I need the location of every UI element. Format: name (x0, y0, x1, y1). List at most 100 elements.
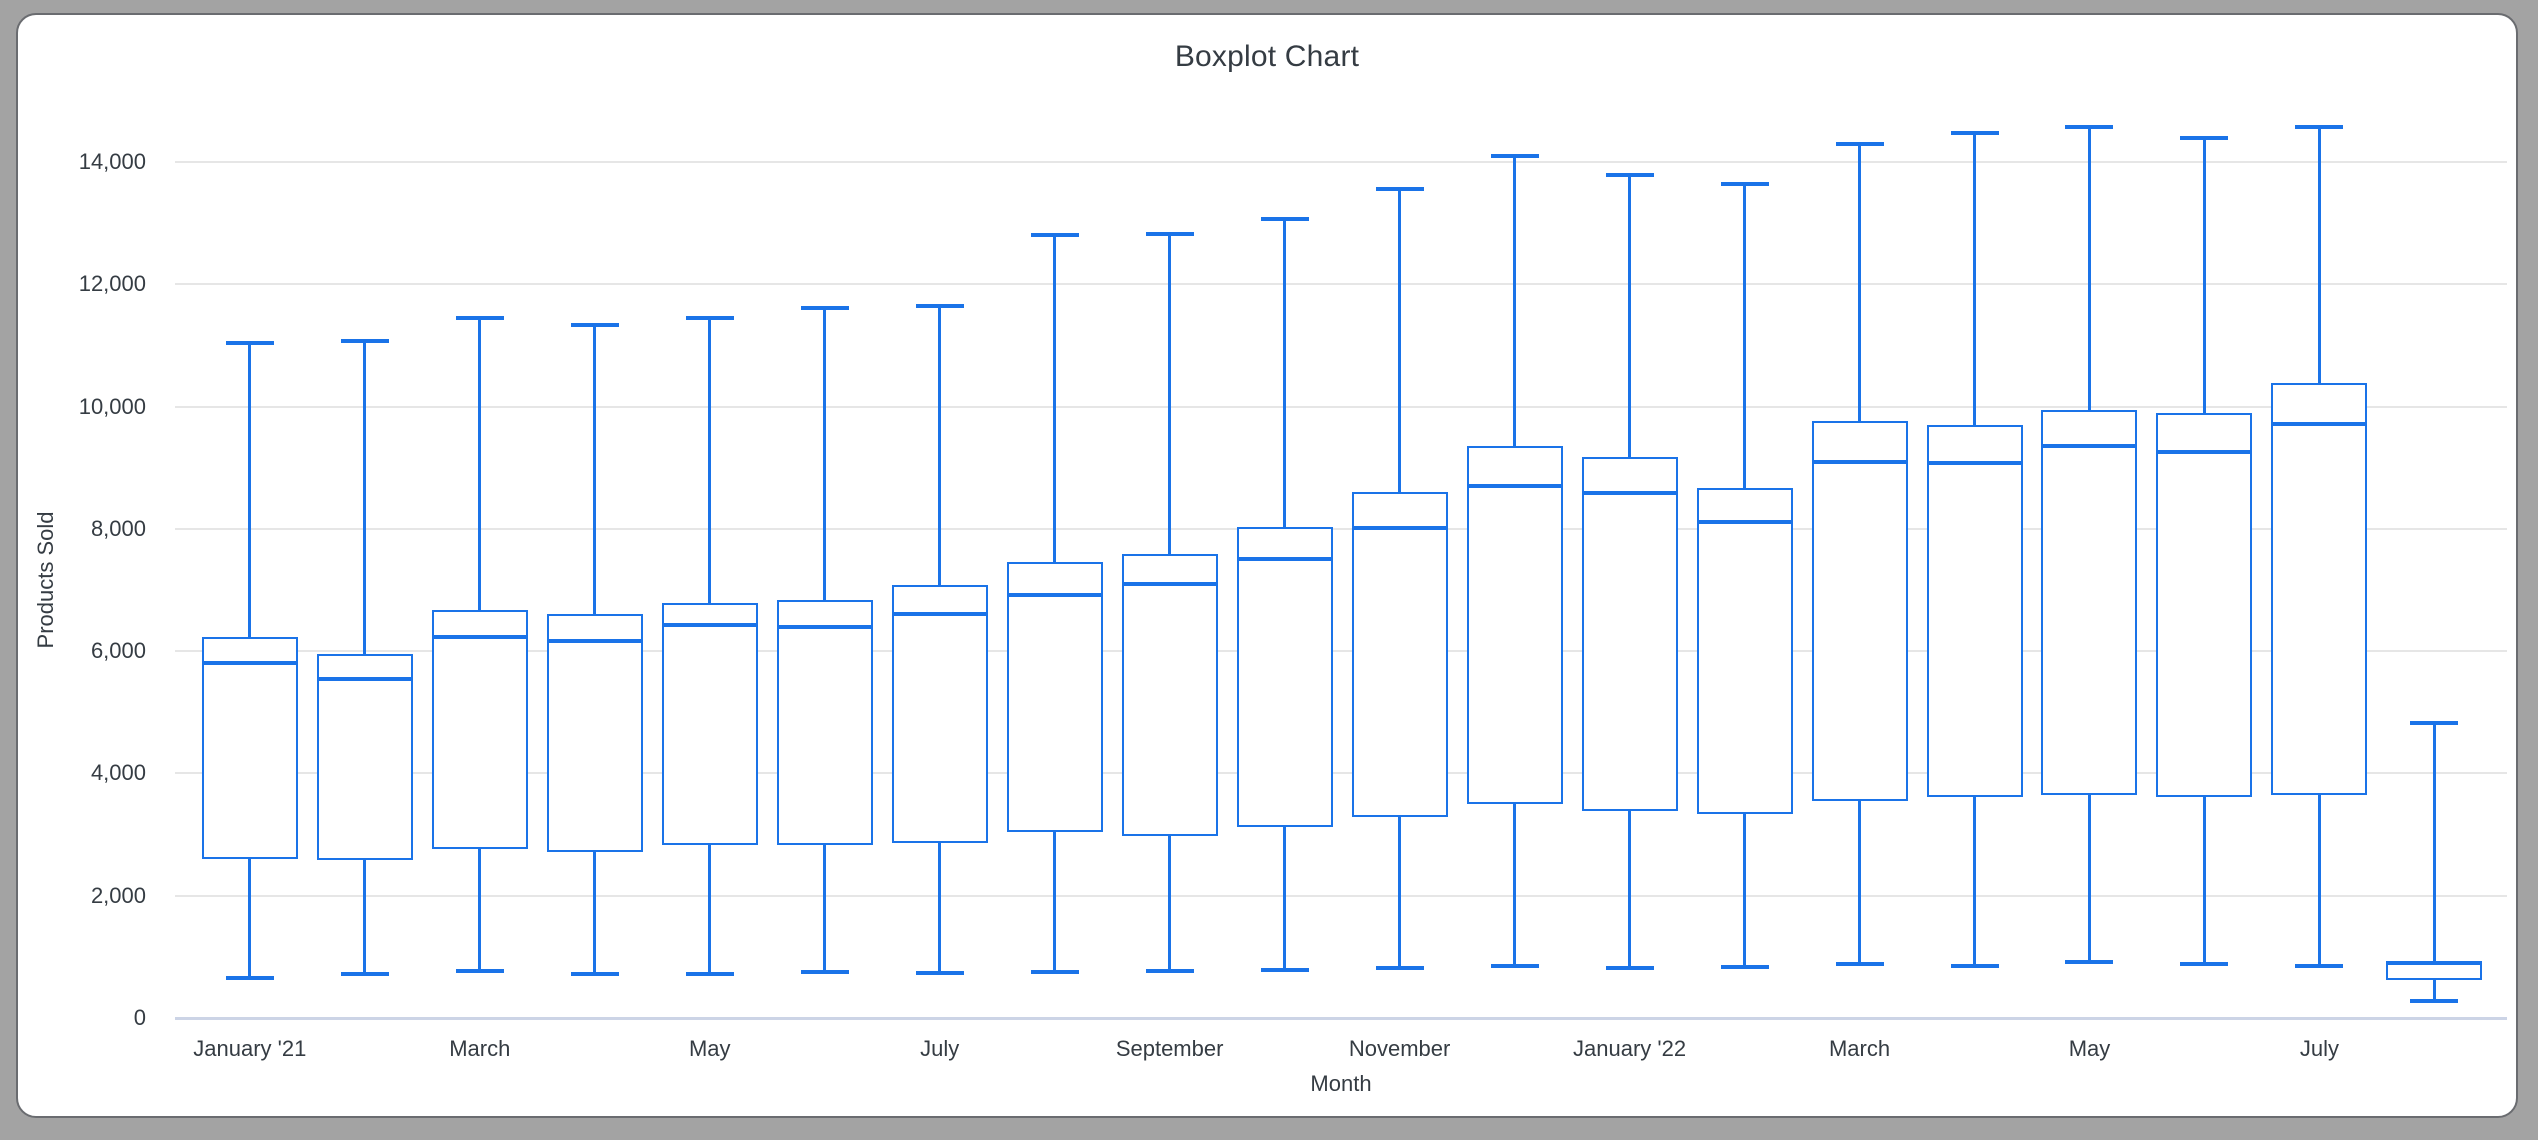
whisker-stem-lower (2202, 797, 2206, 965)
boxplot-august-8[interactable] (1006, 232, 1103, 974)
iqr-box (316, 653, 413, 860)
y-axis-tick-label: 0 (133, 1005, 146, 1030)
whisker-stem-upper (2087, 127, 2091, 410)
whisker-stem-upper (2317, 127, 2321, 383)
whisker-cap-min (1605, 966, 1654, 971)
median-line (1351, 526, 1448, 531)
median-line (1121, 582, 1218, 587)
whisker-stem-upper (363, 341, 367, 654)
whisker-stem-upper (1398, 188, 1402, 492)
x-axis-tick-label: July (2299, 1036, 2339, 1061)
whisker-cap-min (2295, 964, 2344, 969)
boxplot-april-16[interactable] (1926, 131, 2023, 969)
boxplot-july-19[interactable] (2271, 125, 2368, 969)
whisker-stem-lower (1513, 803, 1517, 966)
whisker-stem-upper (2202, 137, 2206, 414)
boxplot-february-2[interactable] (316, 339, 413, 977)
gridline (175, 772, 2507, 775)
whisker-stem-upper (1053, 234, 1057, 563)
x-axis-tick-label: January '22 (1573, 1036, 1687, 1061)
iqr-box (1811, 421, 1908, 801)
median-line (316, 677, 413, 682)
boxplot-july-7[interactable] (891, 304, 988, 976)
iqr-box (1236, 527, 1333, 827)
whisker-stem-lower (708, 844, 712, 974)
whisker-cap-min (1950, 964, 1999, 969)
median-line (661, 623, 758, 628)
iqr-box (1006, 562, 1103, 833)
whisker-stem-lower (1743, 814, 1747, 967)
median-line (1696, 519, 1793, 524)
whisker-stem-lower (1858, 800, 1862, 965)
whisker-stem-lower (1628, 810, 1632, 969)
whisker-cap-min (225, 975, 274, 980)
whisker-cap-min (1720, 964, 1769, 969)
zero-axis-line (175, 1016, 2507, 1020)
gridline (175, 894, 2507, 897)
boxplot-march-3[interactable] (431, 315, 528, 973)
whisker-stem-upper (938, 306, 942, 586)
x-axis-title: Month (1310, 1071, 1372, 1096)
boxplot-november-11[interactable] (1351, 186, 1448, 970)
iqr-box (1351, 491, 1448, 818)
boxplot-august-20[interactable] (2386, 720, 2483, 1004)
chart-title: Boxplot Chart (1174, 40, 1360, 73)
boxplot-september-9[interactable] (1121, 231, 1218, 973)
whisker-stem-lower (1398, 817, 1402, 968)
median-line (201, 660, 298, 665)
iqr-box (661, 602, 758, 845)
gridline (175, 283, 2507, 286)
whisker-cap-min (570, 971, 619, 976)
iqr-box (2271, 382, 2368, 795)
whisker-cap-min (340, 972, 389, 977)
whisker-stem-upper (248, 342, 252, 638)
x-axis-tick-label: September (1115, 1036, 1224, 1061)
whisker-stem-lower (1168, 836, 1172, 971)
boxplot-october-10[interactable] (1236, 216, 1333, 972)
whisker-stem-lower (1283, 826, 1287, 970)
whisker-cap-min (455, 968, 504, 973)
boxplot-june-6[interactable] (776, 305, 873, 975)
whisker-cap-min (1145, 968, 1194, 973)
whisker-stem-upper (708, 317, 712, 603)
median-line (1006, 592, 1103, 597)
boxplot-march-15[interactable] (1811, 141, 1908, 967)
boxplot-april-4[interactable] (546, 322, 643, 976)
median-line (776, 624, 873, 629)
whisker-stem-lower (2317, 794, 2321, 967)
median-line (2041, 443, 2138, 448)
iqr-box (2041, 409, 2138, 795)
whisker-cap-min (2180, 962, 2229, 967)
boxplot-january-21-1[interactable] (201, 340, 298, 980)
whisker-stem-lower (363, 859, 367, 975)
median-line (431, 635, 528, 640)
boxplot-may-17[interactable] (2041, 125, 2138, 965)
x-axis-tick-label: January '21 (193, 1036, 307, 1061)
whisker-cap-min (1375, 965, 1424, 970)
boxplot-february-14[interactable] (1696, 182, 1793, 969)
iqr-box (1581, 457, 1678, 811)
whisker-stem-upper (1973, 133, 1976, 425)
x-axis-tick-label: May (688, 1036, 731, 1061)
median-line (2156, 449, 2253, 454)
iqr-box (1121, 553, 1218, 837)
whisker-stem-upper (478, 317, 482, 611)
boxplot-january-22-13[interactable] (1581, 173, 1678, 971)
whisker-stem-upper (1858, 143, 1862, 422)
whisker-stem-lower (2087, 794, 2091, 963)
median-line (1236, 557, 1333, 562)
whisker-cap-min (1260, 967, 1309, 972)
boxplot-may-5[interactable] (661, 315, 758, 976)
y-axis-tick-label: 8,000 (90, 515, 146, 541)
whisker-stem-upper (1743, 184, 1747, 488)
whisker-cap-min (1030, 969, 1079, 974)
iqr-box (1696, 487, 1793, 815)
whisker-stem-lower (593, 851, 597, 974)
x-axis-tick-label: July (920, 1036, 960, 1061)
x-axis-tick-label: May (2068, 1036, 2111, 1061)
boxplot-june-18[interactable] (2156, 135, 2253, 967)
boxplot-december-12[interactable] (1466, 153, 1563, 968)
whisker-cap-min (1835, 962, 1884, 967)
whisker-cap-min (800, 970, 849, 975)
